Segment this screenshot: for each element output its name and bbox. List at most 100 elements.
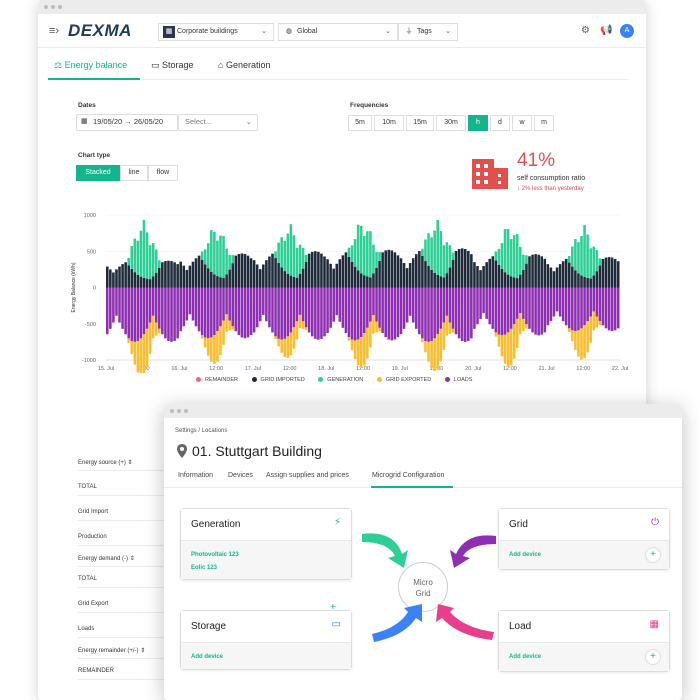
legend-loads[interactable]: LOADS [444,377,473,383]
date-from: 19/05/20 [93,117,123,126]
bar-generation [522,254,525,270]
tab-energy-balance[interactable]: ⚖ Energy balance [54,60,128,70]
breadcrumb[interactable]: Settings / Locations [175,428,228,434]
bar-generation [158,260,161,268]
window-dot[interactable] [177,409,181,413]
tab-information[interactable]: Information [178,472,214,479]
bar-grid-imported [463,249,467,288]
bar-generation [216,240,219,277]
bar-loads [301,287,305,322]
frequency-15m[interactable]: 15m [406,115,434,131]
frequency-30m[interactable]: 30m [436,115,466,131]
add-device-link[interactable]: Add device [509,552,542,558]
bar-grid-exported [503,334,507,364]
x-tick-label: 19. Jul [392,366,408,372]
bar-grid-imported [191,261,195,288]
add-icon[interactable]: + [645,547,661,563]
bar-grid-exported [577,330,580,357]
window-dot[interactable] [58,5,62,9]
gear-icon[interactable]: ⚙ [581,25,590,36]
energy-balance-chart: 1000 500 0 -500 -1000 Energy Balance (kWh) 15.… [71,213,628,373]
bar-grid-imported [194,258,198,288]
bar-loads [503,287,507,335]
bar-grid-exported [154,322,158,336]
frequency-10m[interactable]: 10m [374,115,404,131]
chart-type-stacked[interactable]: Stacked [76,165,120,181]
device-link[interactable]: Eolic 123 [191,565,218,571]
window-dot[interactable] [170,409,174,413]
x-tick-label: 21. Jul [538,366,554,372]
menu-icon[interactable]: ≡› [49,25,60,37]
tab-assign-supplies[interactable]: Assign supplies and prices [266,472,349,479]
window-dot[interactable] [184,409,188,413]
window-dot[interactable] [51,5,55,9]
bar-grid-imported [592,275,596,288]
bar-loads [200,287,204,336]
bar-generation [506,229,510,275]
add-icon[interactable]: + [645,649,661,665]
y-tick-label: 500 [87,249,96,255]
bar-generation [228,254,231,270]
bar-grid-imported [616,261,620,288]
megaphone-icon[interactable]: 📢 [600,25,613,36]
bar-grid-exported [353,340,357,360]
compare-select[interactable]: Select... ⌄ [178,114,258,131]
bar-loads [219,287,222,327]
bar-grid-imported [405,268,409,288]
bar-grid-exported [366,327,369,359]
legend-grid-imported[interactable]: GRID IMPORTED [251,377,305,383]
bar-grid-imported [326,259,329,288]
bar-grid-imported [203,264,207,288]
date-range-input[interactable]: ▦ 19/05/20 → 26/05/20 [76,114,178,131]
add-device-link[interactable]: Add device [509,654,542,660]
chart-type-flow[interactable]: flow [148,165,178,181]
sort-icon[interactable]: ⇕ [138,648,146,654]
chart-type-line[interactable]: line [120,165,148,181]
tab-generation[interactable]: ⌂ Generation [218,60,271,70]
tab-storage[interactable]: ▭ Storage [151,60,194,70]
sort-icon[interactable]: ⇕ [128,556,135,562]
bar-grid-imported [197,255,201,288]
tags-select[interactable]: ⏚ Tags ⌄ [398,23,458,41]
bar-grid-exported [133,341,137,365]
legend-grid-exported[interactable]: GRID EXPORTED [376,377,431,383]
date-to: 26/05/20 [133,117,164,126]
site-select[interactable]: ▦ Corporate buildings ⌄ [158,23,274,41]
bar-grid-imported [283,271,287,288]
legend-label: LOADS [453,377,473,383]
bar-loads [390,287,394,341]
bar-grid-imported [580,275,583,288]
legend-generation[interactable]: GENERATION [318,377,363,383]
bar-grid-imported [567,262,571,288]
avatar[interactable]: A [620,24,634,38]
tags-select-value: Tags [417,28,432,35]
bar-grid-imported [454,251,458,288]
bar-loads [384,287,387,338]
bar-loads [418,287,421,335]
frequency-m[interactable]: m [534,115,554,131]
bar-loads [176,287,179,339]
frequency-h[interactable]: h [468,115,488,131]
window-dot[interactable] [44,5,48,9]
legend-remainder[interactable]: REMAINDER [196,377,238,383]
x-tick-label: 22. Jul [612,366,628,372]
frequency-d[interactable]: d [490,115,510,131]
bar-loads [179,287,182,332]
sort-icon[interactable]: ⇕ [125,460,133,466]
bar-loads [350,287,354,340]
bar-loads [216,287,219,332]
tab-devices[interactable]: Devices [228,472,253,479]
add-icon[interactable]: + [330,602,336,613]
bar-loads [372,287,375,316]
device-link[interactable]: Photovoltaic 123 [191,552,239,558]
bar-loads [613,287,617,331]
frequency-5m[interactable]: 5m [348,115,372,131]
scope-select[interactable]: ◍ Global ⌄ [278,23,398,41]
bar-grid-exported [497,334,501,347]
frequency-w[interactable]: w [512,115,532,131]
bar-grid-imported [436,274,439,288]
bar-generation [136,240,140,275]
bar-grid-imported [433,272,436,288]
add-device-link[interactable]: Add device [191,654,224,660]
tab-microgrid-configuration[interactable]: Microgrid Configuration [372,472,445,479]
